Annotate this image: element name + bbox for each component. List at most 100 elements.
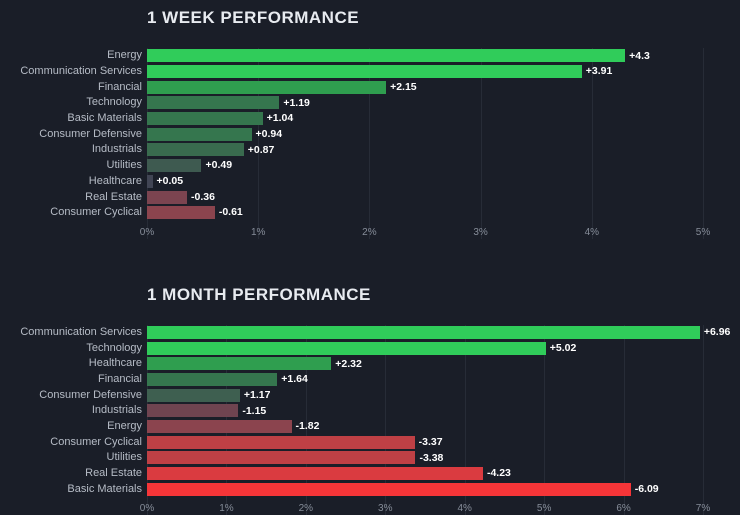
gridline [305, 324, 307, 515]
performance-bar [147, 467, 483, 481]
performance-bar [147, 96, 280, 110]
chart-row: Industrials +0.87 [0, 142, 703, 158]
chart-plot-area: Communication Services +6.96 Technology +5.… [0, 324, 730, 515]
performance-value: +1.04 [266, 112, 294, 125]
bar-area: -1.15 [147, 403, 703, 419]
sector-label: Consumer Defensive [39, 388, 142, 401]
performance-value: -3.38 [419, 451, 444, 464]
performance-value: -4.23 [486, 467, 511, 480]
chart-row: Basic Materials -6.09 [0, 481, 703, 497]
sector-label: Technology [86, 341, 142, 354]
chart-rows: Communication Services +6.96 Technology +5.… [0, 325, 730, 498]
performance-value: +0.05 [156, 175, 184, 188]
performance-value: -1.82 [295, 420, 320, 433]
performance-bar [147, 357, 332, 371]
sector-label: Energy [107, 420, 142, 433]
gridline [544, 324, 546, 515]
performance-value: -6.09 [634, 483, 659, 496]
performance-bar [147, 49, 626, 63]
axis-tick-label: 1% [219, 503, 234, 515]
performance-value: +1.17 [243, 388, 271, 401]
axis-tick-label: 0% [139, 226, 155, 238]
sector-label: Financial [97, 372, 142, 385]
sector-label: Communication Services [20, 325, 142, 338]
performance-bar [147, 372, 278, 386]
sector-label: Utilities [106, 159, 142, 172]
gridline [147, 324, 148, 515]
chart-row: Financial +2.15 [0, 79, 703, 95]
axis-tick-label: 2% [298, 503, 314, 515]
sector-label: Healthcare [88, 357, 142, 370]
chart-plot-area: Energy +4.3 Communication Services +3.91 Fin… [0, 48, 710, 239]
chart-row: Communication Services +6.96 [0, 325, 730, 341]
performance-bar [147, 482, 631, 496]
axis-tick-label: 1% [250, 226, 266, 238]
performance-bar [147, 420, 292, 434]
chart-row: Financial +1.64 [0, 372, 703, 388]
bar-area: +1.17 [147, 387, 703, 403]
sector-label: Consumer Defensive [39, 127, 142, 140]
chart-row: Technology +5.02 [0, 340, 703, 356]
sector-label: Basic Materials [67, 482, 142, 495]
sector-label: Technology [86, 96, 142, 109]
performance-bar [147, 325, 700, 339]
performance-bar [147, 341, 546, 355]
bar-area: -0.61 [147, 205, 703, 221]
axis-tick-label: 0% [139, 503, 155, 515]
performance-bar [147, 174, 153, 188]
sector-label: Healthcare [88, 174, 142, 187]
bar-area: -3.38 [147, 450, 703, 466]
performance-value: +2.15 [390, 80, 417, 93]
bar-area: +1.04 [147, 111, 703, 127]
gridline [480, 48, 482, 239]
chart-row: Energy +4.3 [0, 48, 703, 64]
chart-row: Real Estate -0.36 [0, 189, 703, 205]
chart-row: Communication Services +3.91 [0, 64, 703, 80]
gridline [591, 48, 593, 239]
gridline [703, 48, 704, 239]
sector-label: Industrials [91, 404, 142, 417]
bar-area: +2.32 [147, 356, 703, 372]
axis-tick-label: 6% [616, 503, 631, 515]
bar-area: +0.49 [147, 158, 703, 174]
chart-row: Consumer Cyclical -0.61 [0, 205, 703, 221]
axis-tick-label: 5% [536, 503, 552, 515]
chart-row: Consumer Defensive +0.94 [0, 126, 703, 142]
axis-tick-label: 7% [695, 503, 711, 515]
chart-row: Industrials -1.15 [0, 403, 703, 419]
axis-tick-label: 3% [378, 503, 393, 515]
gridline [369, 48, 371, 239]
bar-area: -6.09 [147, 481, 703, 497]
performance-value: +5.02 [549, 341, 577, 354]
bar-area: +6.96 [147, 325, 730, 341]
sector-label: Basic Materials [67, 112, 142, 125]
performance-value: +0.49 [205, 159, 233, 172]
sector-label: Communication Services [20, 65, 142, 78]
performance-bar [147, 159, 202, 173]
gridline [703, 324, 704, 515]
chart-row: Utilities -3.38 [0, 450, 703, 466]
chart-row: Healthcare +2.32 [0, 356, 703, 372]
performance-value: +3.91 [585, 65, 613, 78]
bar-area: +4.3 [147, 48, 703, 64]
chart-rows: Energy +4.3 Communication Services +3.91 Fin… [0, 48, 703, 221]
sector-label: Consumer Cyclical [50, 435, 142, 448]
performance-value: +0.87 [247, 143, 275, 156]
bar-area: +1.19 [147, 95, 703, 111]
performance-value: +6.96 [703, 326, 731, 339]
performance-bar [147, 112, 263, 126]
gridline [226, 324, 228, 515]
performance-bar [147, 190, 188, 204]
sector-label: Utilities [106, 451, 142, 464]
axis-tick-label: 4% [457, 503, 472, 515]
axis-tick-label: 5% [695, 226, 711, 238]
x-axis: 0% 1% 2% 3% 4% 5% 6% 7% [140, 497, 710, 515]
chart-row: Real Estate -4.23 [0, 466, 703, 482]
sector-label: Industrials [91, 143, 142, 156]
chart-row: Utilities +0.49 [0, 158, 703, 174]
gridlines [147, 48, 704, 239]
performance-value: +0.94 [255, 128, 283, 141]
bar-area: +0.05 [147, 174, 703, 190]
axis-tick-label: 4% [584, 226, 600, 238]
bar-area: +0.94 [147, 126, 703, 142]
